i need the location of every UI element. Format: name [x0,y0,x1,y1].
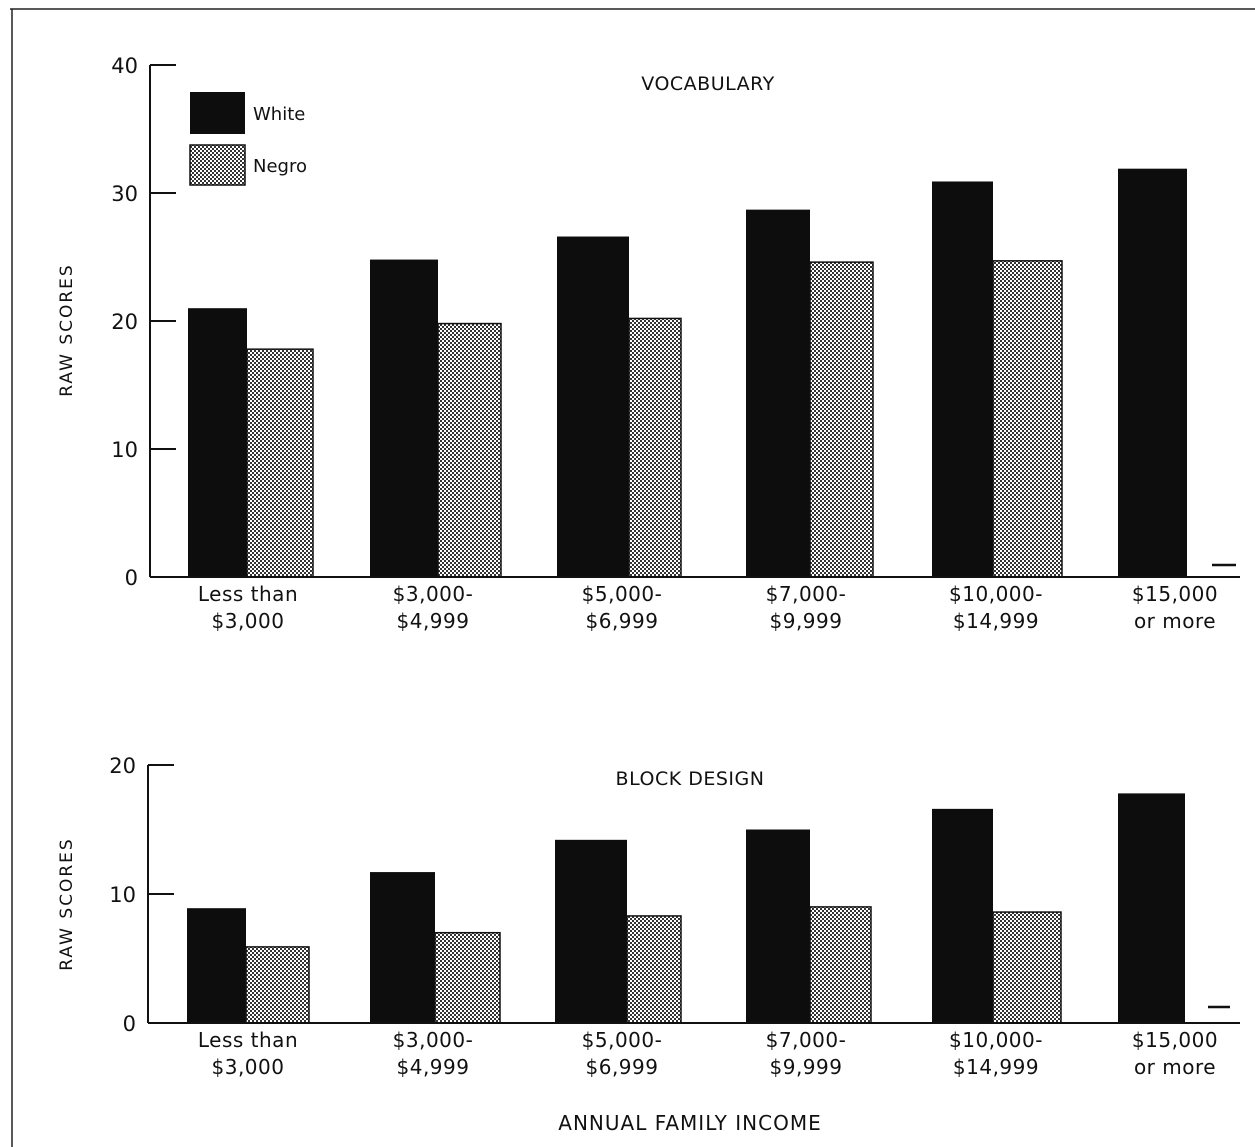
block-design-x-tick-label: $7,000-$9,999 [766,1028,847,1079]
legend-swatch-white [190,92,245,134]
block-design-bars [187,793,1185,1024]
block-design-bar-white [932,808,993,1023]
vocabulary-x-tick-label: $15,000 or more [1132,582,1218,633]
vocabulary-bar-white [746,209,810,577]
vocabulary-y-tick-label: 40 [111,54,138,78]
block-design-ylabel: RAW SCORES [57,837,77,970]
vocabulary-x-tick-label: $5,000-$6,999 [582,582,663,633]
vocabulary-x-tick-label: Less than $3,000 [198,582,298,633]
vocabulary-y-tick-label: 0 [125,566,138,590]
legend: White Negro [189,92,307,186]
vocabulary-y-tick-label: 30 [111,182,138,206]
block-design-bar-negro [626,915,682,1024]
vocabulary-ylabel: RAW SCORES [57,263,77,396]
vocabulary-y-ticks: 0 10 20 30 40 [111,54,176,590]
vocabulary-bar-white [1118,168,1187,577]
vocabulary-bar-negro [628,317,682,578]
block-design-x-tick-label: $10,000-$14,999 [949,1028,1043,1079]
block-design-x-tick-label: $5,000-$6,999 [582,1028,663,1079]
vocabulary-x-tick-label: $10,000-$14,999 [949,582,1043,633]
block-design-title: BLOCK DESIGN [616,768,765,790]
block-design-x-tick-label: Less than $3,000 [198,1028,298,1079]
vocabulary-bar-negro [437,322,502,578]
vocabulary-bar-negro [992,260,1063,578]
vocabulary-bar-negro [809,261,874,578]
vocabulary-x-tick-label: $7,000-$9,999 [766,582,847,633]
legend-label-negro: Negro [253,156,307,177]
block-design-x-tick-label: $3,000-$4,999 [393,1028,474,1079]
block-design-y-tick-label: 10 [109,883,136,907]
vocabulary-bar-white [188,308,247,577]
block-design-y-tick-label: 20 [109,754,136,778]
block-design-x-tick-label: $15,000 or more [1132,1028,1218,1079]
block-design-bar-white [187,908,246,1023]
vocabulary-title: VOCABULARY [641,73,774,95]
vocabulary-bar-white [557,236,629,577]
block-design-y-ticks: 0 10 20 [109,754,174,1036]
block-design-bar-negro [245,946,310,1024]
block-design-bar-negro [809,906,872,1024]
legend-swatch-negro [189,144,246,186]
block-design-bar-white [1118,793,1185,1023]
block-design-bar-negro [434,931,501,1024]
vocabulary-y-tick-label: 10 [111,438,138,462]
legend-label-white: White [253,104,305,125]
block-design-bar-white [555,839,627,1023]
block-design-bar-negro [992,911,1062,1024]
vocabulary-y-tick-label: 20 [111,310,138,334]
block-design-y-tick-label: 0 [123,1012,136,1036]
vocabulary-bar-white [370,259,438,577]
vocabulary-x-tick-label: $3,000-$4,999 [393,582,474,633]
vocabulary-x-ticks: Less than $3,000 $3,000-$4,999 $5,000-$6,99… [198,582,1218,633]
block-design-x-ticks: Less than $3,000 $3,000-$4,999 $5,000-$6,99… [198,1028,1218,1079]
block-design-panel: BLOCK DESIGN RAW SCORES 0 10 20 Less than $… [57,754,1240,1079]
vocabulary-bars [188,168,1187,578]
vocabulary-bar-negro [246,348,314,578]
block-design-bar-white [370,872,435,1023]
vocabulary-bar-white [932,181,993,578]
vocabulary-panel: VOCABULARY RAW SCORES 0 10 20 30 40 Less tha… [57,54,1240,633]
x-axis-label: ANNUAL FAMILY INCOME [558,1111,821,1135]
block-design-bar-white [746,829,810,1023]
